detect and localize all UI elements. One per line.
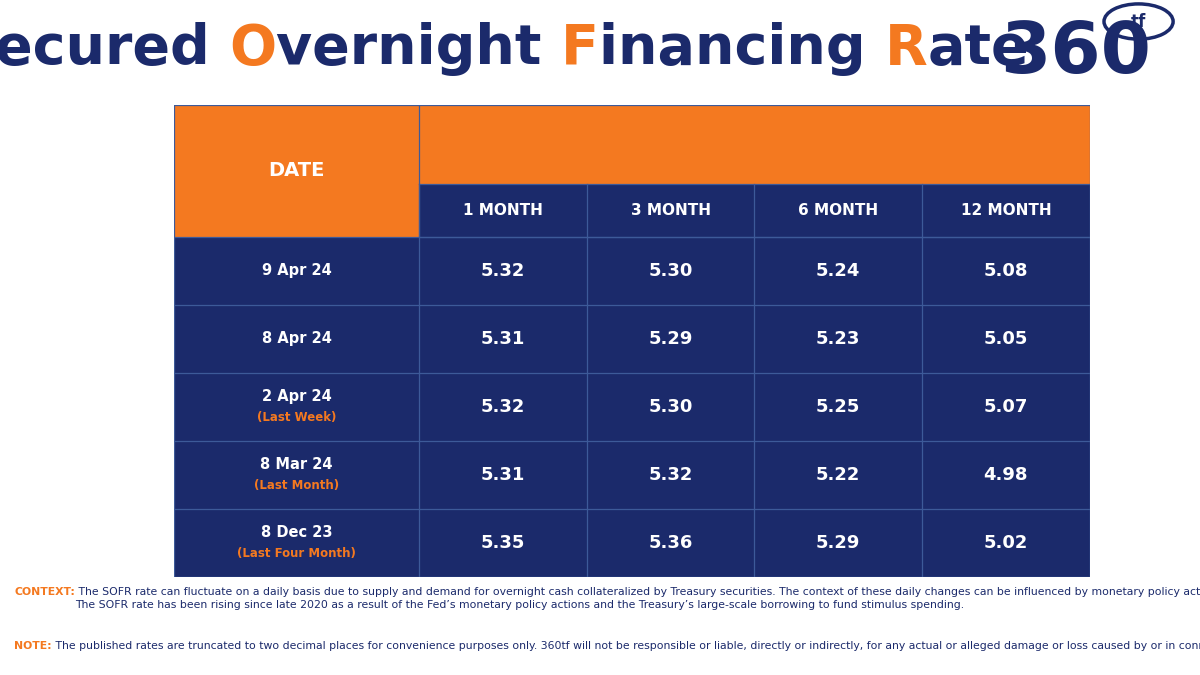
Bar bbox=[174, 509, 419, 577]
Text: R: R bbox=[884, 22, 928, 76]
Text: DATE: DATE bbox=[269, 161, 325, 180]
Text: (Last Week): (Last Week) bbox=[257, 410, 336, 424]
Text: 5.32: 5.32 bbox=[481, 262, 526, 280]
Bar bbox=[174, 105, 419, 237]
Bar bbox=[174, 305, 419, 373]
Text: 5.31: 5.31 bbox=[481, 466, 526, 484]
Bar bbox=[922, 237, 1090, 305]
Text: 5.23: 5.23 bbox=[816, 330, 860, 348]
Bar bbox=[587, 305, 755, 373]
Text: NOTE:: NOTE: bbox=[14, 641, 52, 651]
Text: 5.32: 5.32 bbox=[481, 398, 526, 416]
Text: 5.35: 5.35 bbox=[481, 534, 526, 552]
Bar bbox=[419, 105, 1090, 184]
Text: 9 Apr 24: 9 Apr 24 bbox=[262, 263, 331, 279]
Text: 5.32: 5.32 bbox=[648, 466, 692, 484]
Bar bbox=[922, 184, 1090, 237]
Text: 6 MONTH: 6 MONTH bbox=[798, 203, 878, 218]
Text: 5.07: 5.07 bbox=[984, 398, 1028, 416]
Bar bbox=[587, 237, 755, 305]
Bar bbox=[174, 441, 419, 509]
Text: 8 Mar 24: 8 Mar 24 bbox=[260, 458, 332, 472]
Text: ate: ate bbox=[928, 22, 1030, 76]
Bar bbox=[419, 509, 587, 577]
Text: (Last Four Month): (Last Four Month) bbox=[238, 547, 356, 560]
Text: 5.29: 5.29 bbox=[816, 534, 860, 552]
Bar bbox=[174, 237, 419, 305]
Text: 5.08: 5.08 bbox=[984, 262, 1028, 280]
Text: 5.36: 5.36 bbox=[648, 534, 692, 552]
Text: inancing: inancing bbox=[599, 22, 884, 76]
Text: F: F bbox=[560, 22, 599, 76]
Text: CONTEXT:: CONTEXT: bbox=[14, 587, 76, 597]
Text: 5.31: 5.31 bbox=[481, 330, 526, 348]
Text: vernight: vernight bbox=[276, 22, 560, 76]
Text: 5.24: 5.24 bbox=[816, 262, 860, 280]
Bar bbox=[587, 184, 755, 237]
Bar bbox=[587, 373, 755, 441]
Text: 5.29: 5.29 bbox=[648, 330, 692, 348]
Text: 2 Apr 24: 2 Apr 24 bbox=[262, 389, 331, 404]
Text: 5.30: 5.30 bbox=[648, 398, 692, 416]
Text: tf: tf bbox=[1130, 13, 1146, 30]
Text: 4.98: 4.98 bbox=[984, 466, 1028, 484]
Bar bbox=[755, 441, 922, 509]
Text: (Last Month): (Last Month) bbox=[254, 479, 340, 492]
Bar bbox=[419, 373, 587, 441]
Text: The SOFR rate can fluctuate on a daily basis due to supply and demand for overni: The SOFR rate can fluctuate on a daily b… bbox=[76, 587, 1200, 610]
Bar bbox=[755, 373, 922, 441]
Text: 5.05: 5.05 bbox=[984, 330, 1028, 348]
Bar bbox=[419, 305, 587, 373]
Bar bbox=[419, 184, 587, 237]
Text: 3 MONTH: 3 MONTH bbox=[631, 203, 710, 218]
Bar bbox=[922, 373, 1090, 441]
Text: 8 Apr 24: 8 Apr 24 bbox=[262, 331, 331, 346]
Text: 360: 360 bbox=[1000, 20, 1151, 88]
Bar bbox=[922, 305, 1090, 373]
Text: 12 MONTH: 12 MONTH bbox=[960, 203, 1051, 218]
Text: 1 MONTH: 1 MONTH bbox=[463, 203, 544, 218]
Text: 8 Dec 23: 8 Dec 23 bbox=[260, 525, 332, 541]
Text: The published rates are truncated to two decimal places for convenience purposes: The published rates are truncated to two… bbox=[52, 641, 1200, 651]
Text: 5.02: 5.02 bbox=[984, 534, 1028, 552]
Bar bbox=[419, 441, 587, 509]
Text: ecured: ecured bbox=[0, 22, 229, 76]
Bar bbox=[587, 509, 755, 577]
Bar bbox=[174, 373, 419, 441]
Bar bbox=[755, 184, 922, 237]
Bar bbox=[755, 305, 922, 373]
Bar bbox=[922, 509, 1090, 577]
Text: 5.25: 5.25 bbox=[816, 398, 860, 416]
Bar bbox=[419, 237, 587, 305]
Bar bbox=[587, 441, 755, 509]
Bar bbox=[922, 441, 1090, 509]
Text: 5.22: 5.22 bbox=[816, 466, 860, 484]
Bar bbox=[755, 237, 922, 305]
Text: 5.30: 5.30 bbox=[648, 262, 692, 280]
Bar bbox=[755, 509, 922, 577]
Text: O: O bbox=[229, 22, 276, 76]
